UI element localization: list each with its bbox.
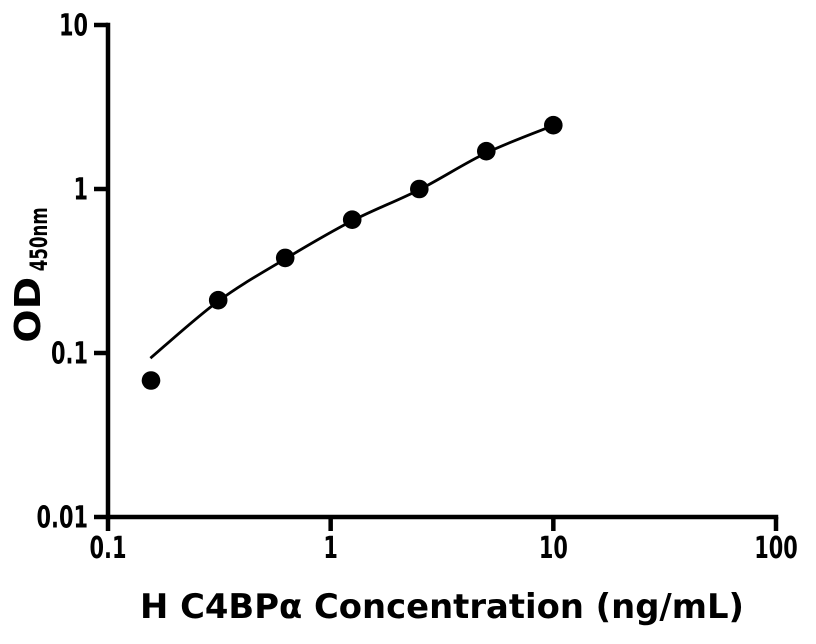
y-tick-label: 0.01 — [37, 501, 89, 536]
data-point — [141, 371, 161, 390]
x-tick-label: 1 — [323, 531, 338, 566]
data-point — [342, 210, 362, 229]
data-point — [544, 115, 563, 135]
fit-curve — [149, 124, 554, 360]
curve-layer — [149, 124, 554, 360]
data-point — [208, 290, 228, 310]
y-axis-title-subscript: 450nm — [25, 207, 53, 271]
tick-layer — [94, 22, 779, 531]
data-point — [410, 179, 429, 199]
point-layer — [141, 115, 563, 390]
axes-layer — [105, 22, 779, 520]
x-axis-title: H C4BPα Concentration (ng/mL) — [140, 587, 744, 627]
data-point — [275, 248, 295, 268]
x-tick-label: 0.1 — [90, 531, 127, 566]
x-tick-label: 100 — [754, 531, 798, 566]
x-tick-label: 10 — [539, 531, 568, 566]
y-tick-label: 10 — [59, 9, 88, 44]
y-tick-label: 0.1 — [51, 337, 88, 372]
y-tick-label: 1 — [74, 173, 89, 208]
data-point — [477, 141, 496, 161]
y-axis-title-main: OD — [8, 277, 49, 343]
y-axis-title: OD 450nm — [8, 207, 53, 343]
